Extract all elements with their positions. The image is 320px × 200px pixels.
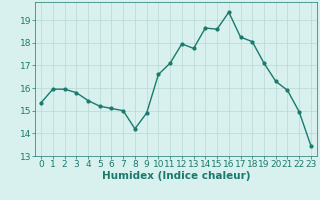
X-axis label: Humidex (Indice chaleur): Humidex (Indice chaleur) bbox=[102, 171, 250, 181]
